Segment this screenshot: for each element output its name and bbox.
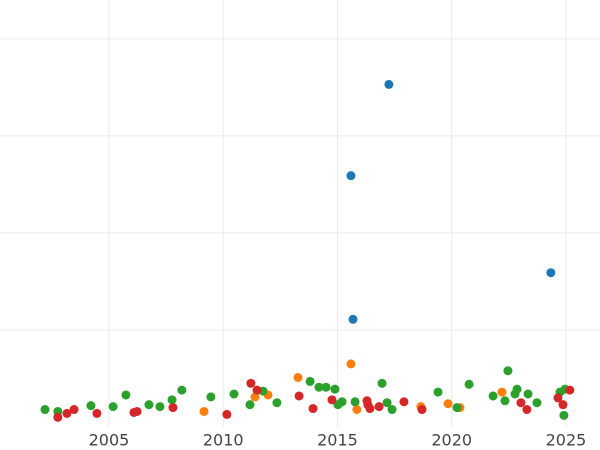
point	[384, 79, 394, 89]
point	[417, 405, 427, 415]
point	[222, 409, 232, 419]
point	[108, 402, 118, 412]
point	[272, 398, 282, 408]
point	[293, 373, 303, 383]
point	[346, 359, 356, 369]
point	[155, 402, 165, 412]
x-tick-label: 2010	[203, 431, 244, 450]
point	[250, 392, 260, 402]
point	[452, 403, 462, 413]
point	[206, 392, 216, 402]
point	[337, 397, 347, 407]
point	[246, 378, 256, 388]
x-tick-label: 2025	[546, 431, 587, 450]
point	[92, 408, 102, 418]
point	[346, 171, 356, 181]
point	[387, 405, 397, 415]
point	[53, 412, 63, 422]
point	[546, 268, 556, 278]
point	[252, 385, 262, 395]
point	[308, 404, 318, 414]
point	[121, 390, 131, 400]
point	[565, 385, 575, 395]
point	[464, 379, 474, 389]
point	[522, 405, 532, 415]
point	[503, 366, 513, 376]
point	[245, 400, 255, 410]
point	[523, 389, 533, 399]
point	[305, 376, 315, 386]
point	[330, 384, 340, 394]
point	[488, 391, 498, 401]
x-tick-label: 2015	[317, 431, 358, 450]
point	[132, 406, 142, 416]
point	[516, 398, 526, 408]
point	[168, 403, 178, 413]
point	[348, 314, 358, 324]
point	[399, 397, 409, 407]
point	[377, 378, 387, 388]
point	[497, 387, 507, 397]
point	[365, 404, 375, 414]
point	[144, 400, 154, 410]
x-tick-label: 2005	[89, 431, 130, 450]
point	[167, 395, 177, 405]
point	[86, 401, 96, 411]
point	[294, 391, 304, 401]
point	[69, 405, 79, 415]
point	[229, 389, 239, 399]
point	[443, 399, 453, 409]
point	[433, 387, 443, 397]
point	[62, 408, 72, 418]
point	[559, 410, 569, 420]
point	[327, 395, 337, 405]
point	[553, 393, 563, 403]
point	[532, 398, 542, 408]
point	[321, 382, 331, 392]
point	[40, 405, 50, 415]
x-tick-label: 2020	[431, 431, 472, 450]
point	[199, 406, 209, 416]
point	[350, 397, 360, 407]
point	[177, 385, 187, 395]
point	[352, 405, 362, 415]
point	[374, 402, 384, 412]
point	[314, 382, 324, 392]
point	[558, 400, 568, 410]
point	[500, 396, 510, 406]
point	[382, 398, 392, 408]
point	[512, 384, 522, 394]
